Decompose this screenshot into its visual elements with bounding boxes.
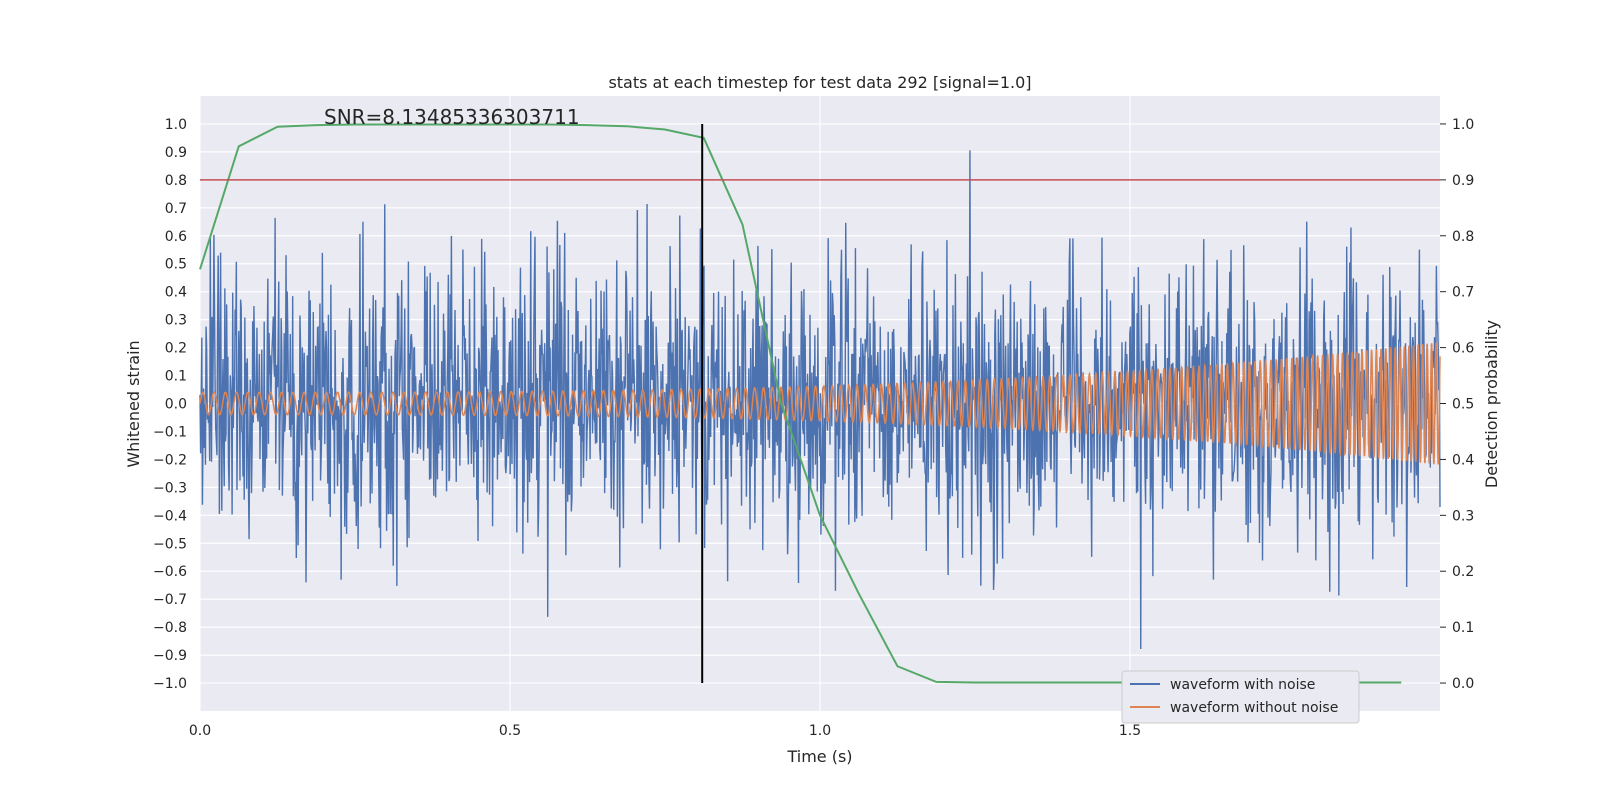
y-tick-label: 0.0: [165, 397, 187, 413]
x-axis-label: Time (s): [786, 747, 852, 766]
y2-tick-label: 1.0: [1452, 117, 1474, 133]
y-tick-label: −0.9: [153, 648, 187, 664]
legend-box: [1121, 670, 1360, 724]
x-tick-label: 1.0: [809, 723, 831, 739]
y2-tick-label: 0.7: [1452, 285, 1474, 301]
y-tick-label: −0.3: [153, 480, 187, 496]
y-tick-label: −1.0: [153, 676, 187, 692]
x-tick-label: 0.5: [499, 723, 521, 739]
y-tick-label: 0.9: [165, 145, 187, 161]
y-tick-label: 0.3: [165, 313, 187, 329]
y2-tick-label: 0.3: [1452, 508, 1474, 524]
y-tick-label: −0.1: [153, 424, 187, 440]
x-tick-label: 0.0: [189, 723, 211, 739]
y2-tick-label: 0.1: [1452, 620, 1474, 636]
x-tick-label: 1.5: [1119, 723, 1141, 739]
legend-label-clean: waveform without noise: [1170, 700, 1338, 716]
overlay: [200, 123, 1440, 684]
y-tick-label: −0.4: [153, 508, 187, 524]
y-tick-label: −0.8: [153, 620, 187, 636]
series-waveform-without-noise: [199, 342, 1441, 465]
y-tick-label: 0.1: [165, 369, 187, 385]
legend-label-noise: waveform with noise: [1170, 677, 1315, 693]
y-tick-label: −0.5: [153, 536, 187, 552]
y-axis-label: Whitened strain: [124, 340, 143, 467]
y2-tick-label: 0.2: [1452, 564, 1474, 580]
y2-axis-label: Detection probability: [1482, 320, 1501, 488]
y2-tick-label: 0.6: [1452, 341, 1474, 357]
y-tick-label: 0.2: [165, 341, 187, 357]
y-tick-label: 0.8: [165, 173, 187, 189]
legend: waveform with noise waveform without noi…: [1121, 670, 1360, 724]
y2-tick-label: 0.8: [1452, 229, 1474, 245]
y-tick-label: 0.4: [165, 285, 187, 301]
y-tick-label: −0.6: [153, 564, 187, 580]
y-tick-label: 0.5: [165, 257, 187, 273]
y-tick-label: 1.0: [165, 117, 187, 133]
series-waveform-with-noise: [199, 150, 1441, 649]
y2-tick-label: 0.0: [1452, 676, 1474, 692]
y-tick-label: −0.2: [153, 452, 187, 468]
y-tick-label: −0.7: [153, 592, 187, 608]
y2-tick-label: 0.5: [1452, 397, 1474, 413]
y2-tick-label: 0.4: [1452, 452, 1474, 468]
y-tick-label: 0.6: [165, 229, 187, 245]
ticks: 0.0 0.5 1.0 1.5 −1.0 −0.9 −0.8 −0.7 −0.6 −0.5 −0.4…: [153, 117, 1474, 739]
snr-annotation: SNR=8.13485336303711: [324, 105, 580, 129]
chart-title: stats at each timestep for test data 292…: [608, 73, 1031, 92]
y-tick-label: 0.7: [165, 201, 187, 217]
y2-tick-label: 0.9: [1452, 173, 1474, 189]
